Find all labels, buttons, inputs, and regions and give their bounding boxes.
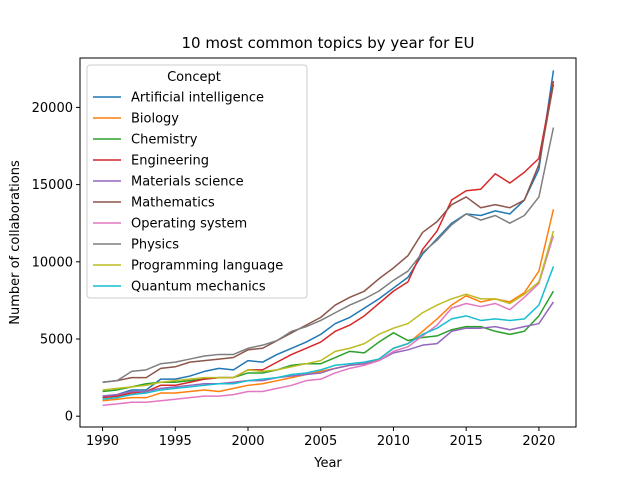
y-tick-label-15000: 15000	[32, 178, 73, 193]
x-tick-label-2010: 2010	[377, 434, 410, 449]
x-axis-title: Year	[313, 456, 342, 471]
plot-frame	[79, 57, 577, 428]
chart-title: 10 most common topics by year for EU	[181, 34, 474, 52]
y-tick-label-0: 0	[65, 410, 73, 425]
x-axis: 1990 1995 2000 2005 2010 2015 2020	[86, 427, 555, 449]
series-line-operating-system	[102, 235, 555, 407]
x-tick-label-2005: 2005	[304, 434, 337, 449]
series-line-physics	[102, 127, 555, 383]
legend-label-biology: Biology	[131, 112, 179, 127]
x-tick-label-2000: 2000	[231, 434, 264, 449]
legend-title: Concept	[167, 70, 221, 85]
legend-label-programming-language: Programming language	[131, 259, 283, 274]
series-layer	[102, 70, 555, 407]
legend-box	[86, 64, 308, 299]
series-line-artificial-intelligence	[102, 70, 555, 397]
legend-label-mathematics: Mathematics	[131, 196, 215, 211]
legend-label-artificial-intelligence: Artificial intelligence	[131, 91, 264, 106]
x-tick-label-1995: 1995	[159, 434, 192, 449]
y-tick-label-20000: 20000	[32, 101, 73, 116]
series-line-mathematics	[102, 84, 555, 383]
legend: Concept Artificial intelligence Biology Ch…	[86, 64, 308, 299]
series-line-quantum-mechanics	[102, 266, 555, 400]
y-tick-label-10000: 10000	[32, 255, 73, 270]
y-tick-label-5000: 5000	[40, 332, 73, 347]
x-tick-label-2015: 2015	[450, 434, 483, 449]
y-axis: 0 5000 10000 15000 20000	[32, 101, 80, 425]
x-tick-label-1990: 1990	[86, 434, 119, 449]
legend-items: Artificial intelligence Biology Chemistry E…	[93, 91, 283, 295]
legend-label-engineering: Engineering	[131, 154, 209, 169]
legend-label-physics: Physics	[131, 238, 179, 253]
legend-label-quantum-mechanics: Quantum mechanics	[131, 280, 266, 295]
series-line-chemistry	[102, 290, 555, 393]
y-axis-title: Number of collaborations	[8, 160, 23, 325]
legend-label-chemistry: Chemistry	[131, 133, 198, 148]
legend-label-materials-science: Materials science	[131, 175, 244, 190]
x-tick-label-2020: 2020	[522, 434, 555, 449]
series-line-programming-language	[102, 230, 555, 391]
series-line-materials-science	[102, 301, 555, 397]
legend-label-operating-system: Operating system	[131, 217, 247, 232]
series-line-engineering	[102, 81, 555, 399]
